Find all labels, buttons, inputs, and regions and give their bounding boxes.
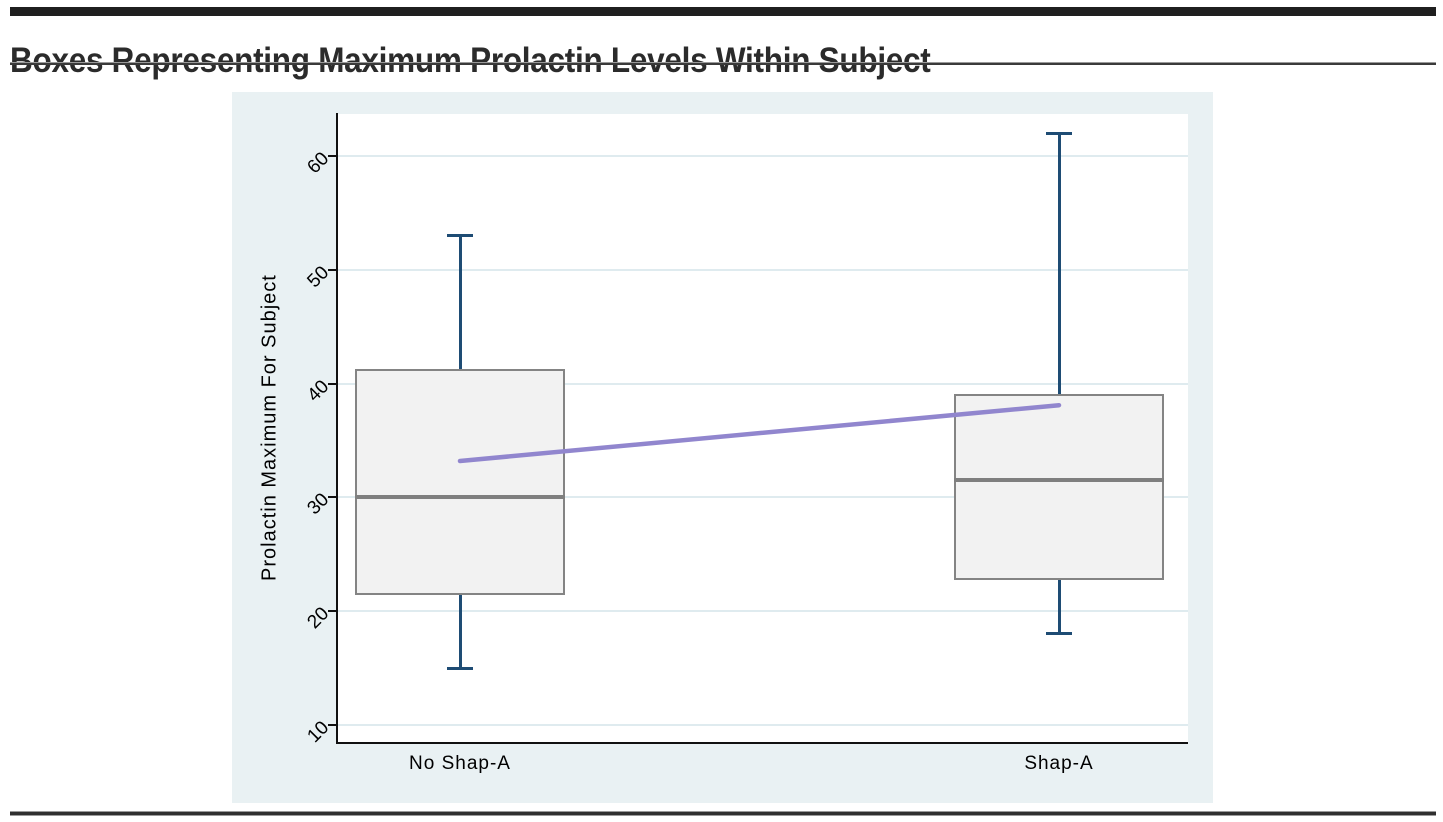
whisker-lower-stem-shap-a (1057, 580, 1061, 634)
y-tick-mark-30 (328, 496, 336, 499)
y-tick-label-60: 60 (303, 148, 334, 179)
whisker-lower-stem-no-shap-a (458, 595, 462, 669)
y-tick-label-10: 10 (303, 717, 334, 747)
title-rule (10, 62, 1436, 65)
x-category-label-no-shap-a: No Shap-A (409, 753, 511, 774)
gridline-40 (338, 382, 1188, 385)
y-tick-label-40: 40 (303, 375, 334, 406)
bottom-rule (10, 811, 1436, 816)
y-tick-label-50: 50 (303, 262, 334, 292)
median-line-shap-a (954, 478, 1164, 483)
y-tick-mark-20 (328, 610, 336, 613)
top-bar (10, 7, 1436, 16)
x-axis-line (336, 742, 1188, 744)
y-tick-mark-50 (328, 268, 336, 271)
median-line-no-shap-a (355, 495, 565, 500)
whisker-lower-cap-shap-a (1046, 632, 1072, 636)
box-no-shap-a (355, 368, 565, 596)
whisker-upper-cap-shap-a (1046, 131, 1072, 135)
y-tick-label-30: 30 (303, 489, 334, 520)
x-category-label-shap-a: Shap-A (1024, 753, 1094, 774)
y-axis-line (336, 113, 338, 742)
y-tick-mark-10 (328, 723, 336, 726)
box-shap-a (954, 393, 1164, 581)
whisker-upper-stem-shap-a (1057, 133, 1061, 394)
chart-region: Prolactin Maximum For Subject 10 20 30 40 50… (232, 92, 1213, 803)
y-tick-mark-40 (328, 382, 336, 385)
gridline-30 (338, 496, 1188, 499)
gridline-10 (338, 723, 1188, 726)
gridline-20 (338, 610, 1188, 613)
whisker-upper-stem-no-shap-a (458, 235, 462, 369)
y-axis-title: Prolactin Maximum For Subject (258, 274, 281, 582)
whisker-upper-cap-no-shap-a (447, 234, 473, 238)
whisker-lower-cap-no-shap-a (447, 666, 473, 670)
gridline-60 (338, 155, 1188, 158)
gridline-50 (338, 268, 1188, 271)
page-title: Boxes Representing Maximum Prolactin Lev… (10, 41, 931, 81)
y-tick-mark-60 (328, 155, 336, 158)
y-tick-label-20: 20 (303, 603, 334, 634)
